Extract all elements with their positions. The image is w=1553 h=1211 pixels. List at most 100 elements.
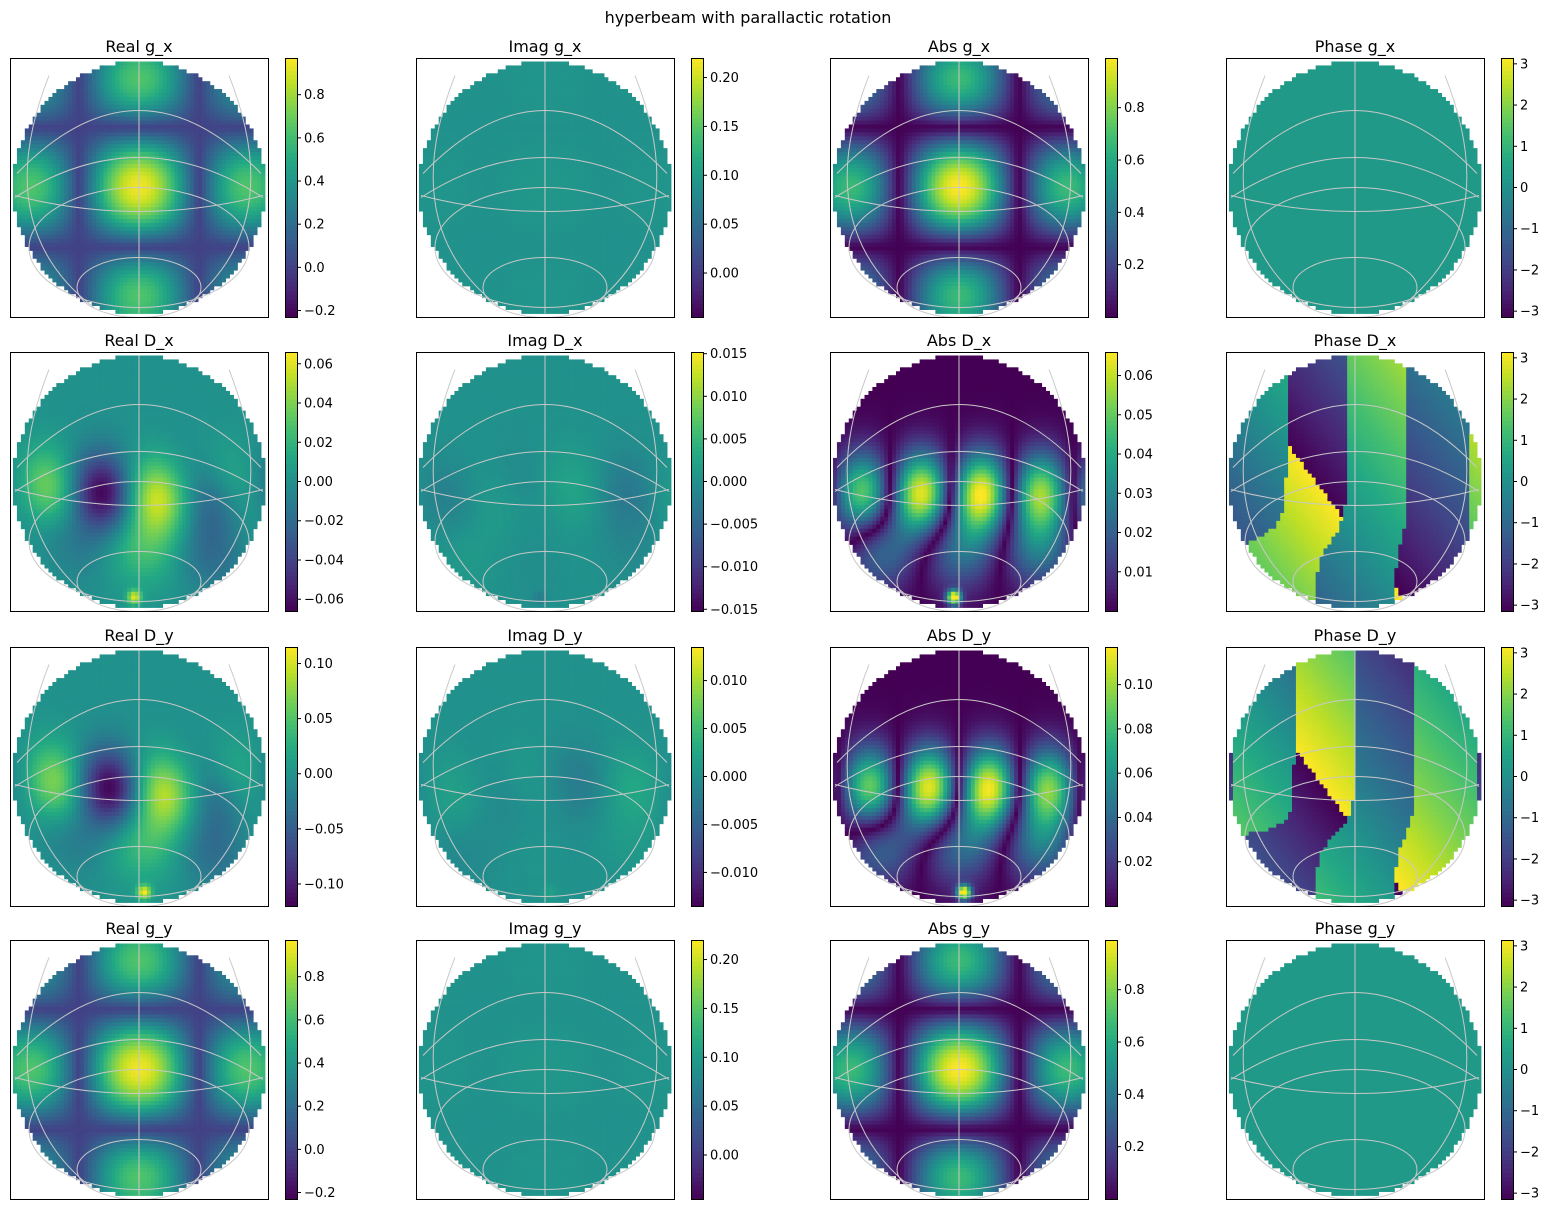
heatmap-cell (72, 101, 76, 105)
heatmap-cell (123, 69, 127, 73)
heatmap-cell (163, 81, 167, 85)
heatmap-cell (159, 81, 163, 85)
heatmap-cell (147, 148, 151, 152)
heatmap-cell (104, 128, 108, 132)
heatmap-cell (108, 132, 112, 136)
heatmap-cell (155, 121, 159, 125)
heatmap-cell (104, 85, 108, 89)
heatmap-cell (76, 117, 80, 121)
heatmap-cell (21, 144, 25, 148)
heatmap-cell (230, 148, 234, 152)
heatmap-cell (226, 148, 230, 152)
heatmap-cell (171, 105, 175, 109)
heatmap-cell (68, 89, 72, 93)
heatmap-cell (206, 97, 210, 101)
heatmap-cell (171, 109, 175, 113)
heatmap-cell (186, 93, 190, 97)
heatmap-cell (218, 140, 222, 144)
heatmap-cell (123, 105, 127, 109)
heatmap-cell (48, 172, 52, 176)
heatmap-cell (60, 105, 64, 109)
heatmap-cell (92, 172, 96, 176)
heatmap-cell (17, 152, 21, 156)
heatmap-cell (151, 89, 155, 93)
heatmap-cell (186, 105, 190, 109)
heatmap-cell (108, 93, 112, 97)
heatmap-cell (37, 176, 41, 180)
heatmap-cell (119, 97, 123, 101)
heatmap-cell (115, 136, 119, 140)
heatmap-cell (104, 65, 108, 69)
heatmap-cell (104, 132, 108, 136)
heatmap-cell (92, 89, 96, 93)
heatmap-cell (45, 117, 49, 121)
heatmap-cell (143, 128, 147, 132)
heatmap-cell (214, 93, 218, 97)
heatmap-cell (119, 121, 123, 125)
heatmap-cell (143, 89, 147, 93)
heatmap-cell (100, 101, 104, 105)
heatmap-cell (92, 121, 96, 125)
heatmap-cell (206, 117, 210, 121)
heatmap-cell (218, 109, 222, 113)
heatmap-cell (119, 168, 123, 172)
heatmap-cell (64, 172, 68, 176)
heatmap-cell (72, 97, 76, 101)
heatmap-cell (92, 164, 96, 168)
heatmap-cell (214, 101, 218, 105)
heatmap-cell (96, 168, 100, 172)
heatmap-cell (56, 160, 60, 164)
heatmap-cell (226, 168, 230, 172)
heatmap-cell (143, 132, 147, 136)
heatmap-cell (45, 164, 49, 168)
heatmap-cell (182, 168, 186, 172)
heatmap-cell (123, 172, 127, 176)
heatmap-cell (100, 77, 104, 81)
heatmap-cell (167, 73, 171, 77)
heatmap-cell (167, 121, 171, 125)
heatmap-cell (167, 77, 171, 81)
heatmap-cell (155, 136, 159, 140)
heatmap-cell (33, 144, 37, 148)
heatmap-cell (171, 89, 175, 93)
heatmap-cell (155, 65, 159, 69)
heatmap-cell (100, 121, 104, 125)
heatmap-cell (190, 160, 194, 164)
heatmap-cell (45, 125, 49, 129)
heatmap-cell (186, 85, 190, 89)
heatmap-cell (52, 128, 56, 132)
heatmap-cell (17, 176, 21, 180)
heatmap-cell (72, 176, 76, 180)
heatmap-cell (206, 93, 210, 97)
heatmap-cell (88, 81, 92, 85)
heatmap-cell (68, 81, 72, 85)
heatmap-cell (108, 176, 112, 180)
heatmap-cell (25, 132, 29, 136)
heatmap-cell (182, 136, 186, 140)
heatmap-cell (261, 164, 265, 168)
heatmap-cell (159, 152, 163, 156)
heatmap-cell (194, 89, 198, 93)
heatmap-cell (139, 160, 143, 164)
heatmap-cell (92, 93, 96, 97)
heatmap-cell (151, 85, 155, 89)
heatmap-cell (155, 164, 159, 168)
heatmap-cell (60, 168, 64, 172)
heatmap-cell (198, 109, 202, 113)
heatmap-cell (174, 69, 178, 73)
heatmap-cell (198, 101, 202, 105)
heatmap-cell (76, 176, 80, 180)
heatmap-cell (234, 156, 238, 160)
heatmap-cell (45, 121, 49, 125)
heatmap-cell (119, 144, 123, 148)
heatmap-cell (92, 101, 96, 105)
heatmap-cell (186, 156, 190, 160)
heatmap-cell (151, 160, 155, 164)
heatmap-cell (80, 85, 84, 89)
heatmap-cell (202, 85, 206, 89)
heatmap-cell (80, 105, 84, 109)
heatmap-cell (234, 121, 238, 125)
heatmap-cell (206, 160, 210, 164)
heatmap-cell (111, 176, 115, 180)
heatmap-cell (253, 144, 257, 148)
